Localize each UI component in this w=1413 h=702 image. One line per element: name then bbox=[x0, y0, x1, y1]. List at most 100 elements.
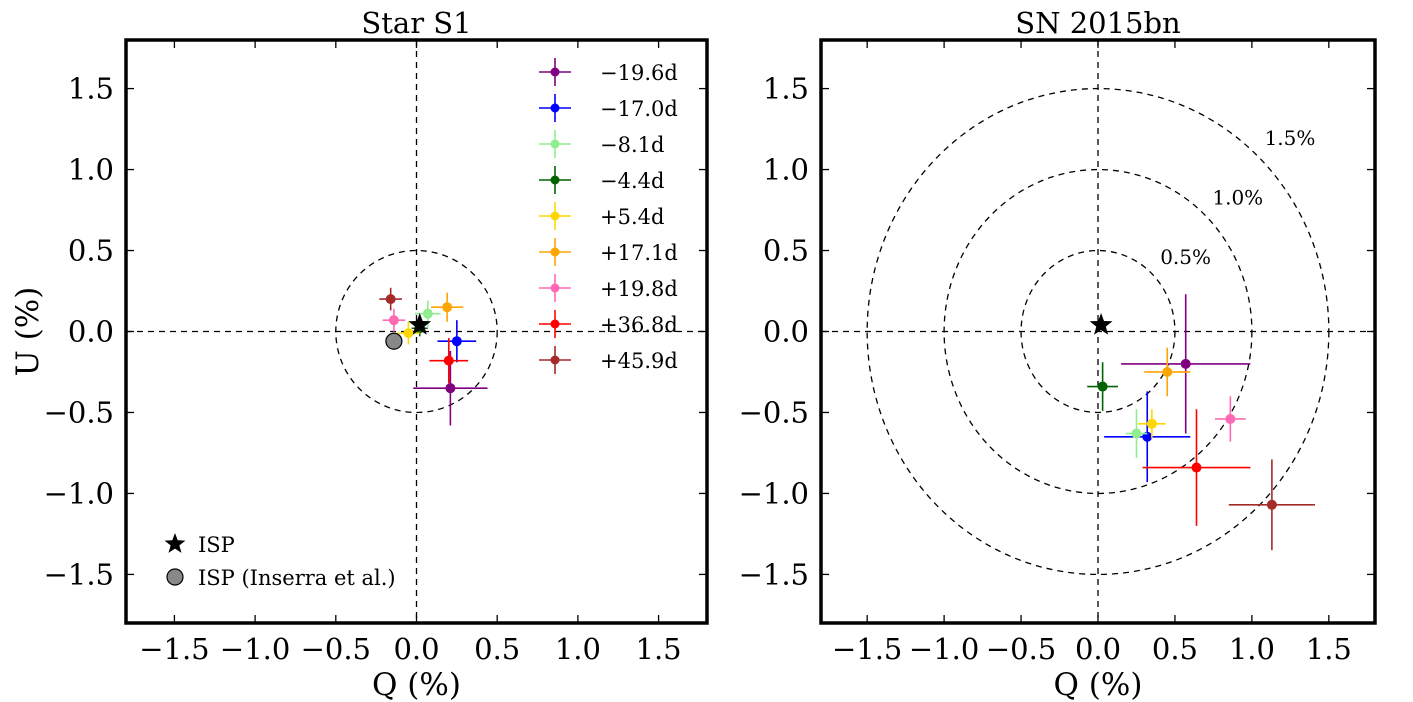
legend-label: +17.1d bbox=[600, 241, 678, 265]
legend-item: +5.4d bbox=[539, 202, 664, 230]
point-marker bbox=[443, 355, 454, 366]
legend-label: −8.1d bbox=[600, 133, 664, 157]
legend-item: −19.6d bbox=[539, 58, 678, 86]
data-point bbox=[437, 320, 477, 363]
x-tick-label: 0.5 bbox=[474, 632, 520, 666]
legend-swatch-dot bbox=[550, 319, 560, 329]
legend-label: +36.8d bbox=[600, 313, 678, 337]
data-point bbox=[1125, 409, 1148, 458]
x-tick-label: −0.5 bbox=[986, 632, 1056, 666]
polarization-circle bbox=[335, 249, 498, 414]
legend-swatch-dot bbox=[550, 67, 560, 77]
point-marker bbox=[445, 383, 456, 394]
data-point bbox=[397, 321, 420, 345]
legend-item: +36.8d bbox=[539, 310, 678, 338]
y-tick-label: 1.0 bbox=[763, 153, 809, 187]
x-tick-label: −0.5 bbox=[301, 632, 371, 666]
point-marker bbox=[1180, 358, 1191, 369]
y-tick-label: −1.0 bbox=[44, 476, 114, 510]
y-tick-label: 1.0 bbox=[68, 153, 114, 187]
point-marker bbox=[1146, 418, 1157, 429]
isp-star-marker bbox=[408, 313, 432, 335]
point-marker bbox=[1162, 366, 1173, 377]
panel-sn-2015bn: 0.5%1.0%1.5%−1.5 −1.0 −0.5 0.0 0.5 1.0 1.51.51… bbox=[739, 6, 1377, 702]
point-marker bbox=[385, 294, 396, 305]
polarization-circle bbox=[866, 87, 1330, 576]
legend-item: −4.4d bbox=[539, 166, 664, 194]
legend-swatch-dot bbox=[550, 355, 560, 365]
x-tick-label: −1.5 bbox=[139, 632, 209, 666]
isp-legend-star bbox=[164, 533, 186, 553]
legend-label: +5.4d bbox=[600, 205, 664, 229]
point-marker bbox=[1266, 499, 1277, 510]
legend-swatch-dot bbox=[550, 175, 560, 185]
legend-swatch-dot bbox=[550, 103, 560, 113]
data-point bbox=[382, 308, 406, 332]
data-point bbox=[1228, 459, 1315, 551]
x-tick-label: 1.5 bbox=[1306, 632, 1352, 666]
point-marker bbox=[451, 336, 462, 347]
data-point bbox=[1138, 409, 1166, 439]
x-tick-label: 1.0 bbox=[1229, 632, 1275, 666]
data-point bbox=[1087, 362, 1119, 411]
point-marker bbox=[422, 308, 433, 319]
y-tick-label: −0.5 bbox=[44, 395, 114, 429]
circle-label: 1.5% bbox=[1265, 126, 1316, 150]
x-tick-label: 1.0 bbox=[555, 632, 601, 666]
y-tick-label: 0.0 bbox=[763, 315, 809, 349]
isp-inserra-legend-marker bbox=[166, 568, 184, 586]
x-tick-label: −1.5 bbox=[832, 632, 902, 666]
y-axis-label: U (%) bbox=[10, 287, 46, 377]
x-tick-label: 0.0 bbox=[1075, 632, 1121, 666]
isp-legend-label: ISP bbox=[198, 533, 235, 557]
legend-item: +19.8d bbox=[539, 274, 678, 302]
circle-label: 1.0% bbox=[1212, 186, 1263, 210]
data-point bbox=[1142, 409, 1251, 526]
data-point bbox=[1104, 391, 1191, 483]
point-marker bbox=[403, 328, 414, 339]
polarization-circle bbox=[1020, 249, 1176, 414]
plot-area bbox=[821, 40, 1375, 623]
legend-swatch-dot bbox=[550, 211, 560, 221]
y-tick-label: 0.0 bbox=[68, 315, 114, 349]
legend-item: +45.9d bbox=[539, 346, 678, 374]
point-marker bbox=[1097, 381, 1108, 392]
y-tick-label: 1.5 bbox=[763, 72, 809, 106]
x-tick-label: −1.0 bbox=[909, 632, 979, 666]
legend-item: −17.0d bbox=[539, 94, 678, 122]
y-tick-label: −1.5 bbox=[44, 557, 114, 591]
legend-label: +45.9d bbox=[600, 349, 678, 373]
y-tick-label: 0.5 bbox=[68, 234, 114, 268]
plot-area bbox=[126, 40, 707, 623]
circle-label: 0.5% bbox=[1160, 245, 1211, 269]
y-tick-label: −1.0 bbox=[739, 476, 809, 510]
x-tick-label: 1.5 bbox=[636, 632, 682, 666]
legend-item: −8.1d bbox=[539, 130, 664, 158]
data-point bbox=[1214, 396, 1246, 442]
x-tick-label: 0.0 bbox=[393, 632, 439, 666]
legend-label: −4.4d bbox=[600, 169, 664, 193]
data-point bbox=[379, 287, 402, 311]
x-tick-label: −1.0 bbox=[220, 632, 290, 666]
legend: −19.6d −17.0d −8.1d −4.4d +5.4d +17.1d +19.8d +… bbox=[539, 58, 678, 374]
x-tick-label: 0.5 bbox=[1152, 632, 1198, 666]
legend-swatch-dot bbox=[550, 139, 560, 149]
isp-star-marker bbox=[1089, 313, 1113, 335]
y-tick-label: 1.5 bbox=[68, 72, 114, 106]
point-marker bbox=[388, 315, 399, 326]
isp-legend: ISP ISP (Inserra et al.) bbox=[164, 533, 396, 590]
legend-swatch-dot bbox=[550, 283, 560, 293]
legend-label: −17.0d bbox=[600, 97, 678, 121]
point-marker bbox=[1191, 462, 1202, 473]
point-marker bbox=[1131, 428, 1142, 439]
polarization-circle bbox=[943, 168, 1253, 495]
y-tick-label: −1.5 bbox=[739, 557, 809, 591]
y-tick-label: −0.5 bbox=[739, 395, 809, 429]
data-point bbox=[429, 337, 469, 384]
legend-label: −19.6d bbox=[600, 61, 678, 85]
data-point bbox=[1144, 347, 1191, 397]
legend-item: +17.1d bbox=[539, 238, 678, 266]
point-marker bbox=[1225, 413, 1236, 424]
point-marker bbox=[442, 302, 453, 313]
